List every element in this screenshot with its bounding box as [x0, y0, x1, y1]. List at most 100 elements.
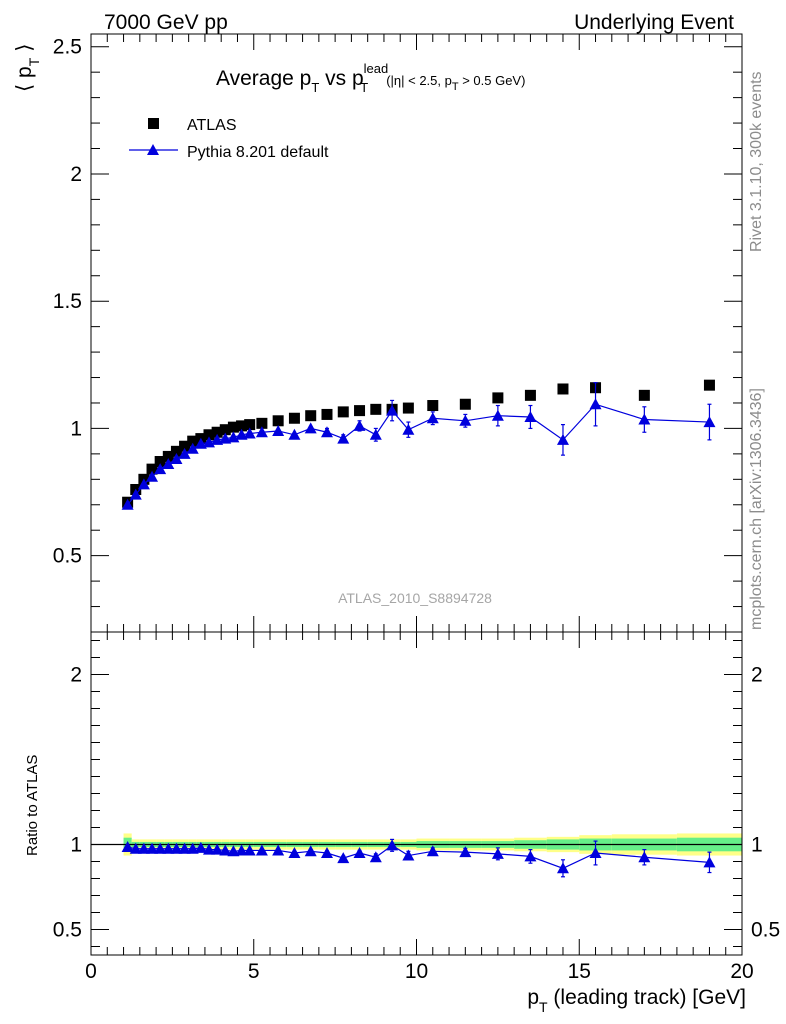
atlas-point	[492, 392, 504, 404]
ratio-y-tick-label-right: 1	[751, 834, 763, 857]
ratio-panel-frame	[90, 631, 743, 956]
ratio-point	[162, 842, 175, 854]
atlas-point	[146, 463, 158, 475]
pythia-point	[162, 458, 175, 470]
ratio-point	[638, 851, 651, 863]
x-tick-label: 5	[248, 960, 260, 983]
ratio-axis-ticks: 0 5 10 15 20 0.5 0.5 1 1 2 2	[53, 632, 780, 983]
atlas-point	[354, 405, 366, 417]
pythia-point	[170, 452, 183, 464]
pythia-point	[337, 432, 350, 444]
atlas-point	[227, 421, 239, 433]
ratio-point	[556, 862, 569, 874]
pythia-point	[137, 478, 150, 490]
ratio-point	[402, 849, 415, 861]
legend-label-atlas: ATLAS	[187, 117, 237, 134]
atlas-point	[557, 383, 569, 395]
pythia-point	[320, 426, 333, 438]
title-part-vs: vs p	[319, 67, 363, 90]
ratio-point	[194, 841, 207, 853]
pythia-point	[459, 414, 472, 426]
y-tick-label: 1.5	[53, 290, 82, 313]
ratio-y-tick-label: 1	[70, 834, 82, 857]
pythia-point	[638, 413, 651, 425]
main-panel: 0.511.522.5 Average pT vs plead T (|η| < 2…	[13, 33, 743, 633]
pythia-point	[288, 428, 301, 440]
ratio-panel: 0 5 10 15 20 0.5 0.5 1 1 2 2 Ratio to ATLAS pT (le…	[24, 631, 780, 1015]
x-tick-label: 20	[730, 960, 753, 983]
y-axis-label-close: ⟩	[13, 44, 36, 52]
ratio-y-tick-label-right: 2	[751, 664, 763, 687]
ratio-point	[353, 847, 366, 858]
y-axis-label-sub: T	[26, 57, 42, 66]
atlas-point	[305, 410, 317, 422]
atlas-point	[236, 420, 248, 432]
atlas-point	[288, 412, 300, 424]
y-tick-label: 0.5	[53, 545, 82, 568]
atlas-point	[524, 389, 536, 401]
rivet-version-label: Rivet 3.1.10, 300k events	[748, 71, 765, 252]
ratio-point	[202, 843, 215, 855]
plot-title: Average pT vs plead T (|η| < 2.5, pT > 0.5…	[216, 61, 525, 95]
x-axis-label-close: (leading track) [GeV]	[548, 986, 746, 1009]
ratio-point	[369, 851, 382, 863]
pythia-point	[353, 419, 366, 431]
ratio-y-tick-label: 0.5	[53, 919, 82, 942]
ratio-line	[127, 844, 710, 869]
collision-label: 7000 GeV pp	[104, 11, 228, 34]
x-tick-label: 0	[85, 960, 97, 983]
ratio-point	[137, 842, 150, 854]
y-axis-label-open: ⟨ p	[13, 66, 36, 92]
ratio-point	[304, 845, 317, 857]
atlas-point	[427, 400, 439, 412]
atlas-point	[337, 406, 349, 418]
ratio-point	[129, 842, 142, 854]
x-tick-label: 10	[405, 960, 428, 983]
ratio-point	[337, 852, 350, 864]
x-axis-label-open: p	[527, 986, 539, 1009]
atlas-point	[321, 408, 333, 420]
atlas-point	[203, 429, 215, 441]
y-tick-label: 2.5	[53, 36, 82, 59]
ratio-point	[320, 847, 333, 858]
process-label: Underlying Event	[574, 11, 734, 34]
legend-marker-pythia	[147, 144, 159, 155]
ratio-data-marks	[121, 838, 716, 878]
ratio-point	[589, 847, 602, 858]
ratio-point	[491, 847, 504, 859]
atlas-point	[272, 415, 284, 427]
atlas-point	[154, 456, 166, 468]
ratio-point	[235, 844, 248, 856]
ratio-point	[211, 843, 224, 855]
atlas-point	[187, 435, 199, 447]
pythia-point	[369, 428, 382, 440]
pythia-point	[255, 426, 268, 438]
title-part-cut-close: > 0.5 GeV)	[459, 73, 526, 88]
pythia-point	[304, 422, 317, 434]
pythia-point	[154, 463, 167, 475]
pythia-point	[146, 470, 159, 482]
legend: ATLAS Pythia 8.201 default	[129, 117, 329, 161]
y-axis-label: ⟨ pT ⟩	[13, 44, 42, 92]
ratio-point	[170, 842, 183, 854]
ratio-point	[386, 839, 399, 851]
analysis-tag: ATLAS_2010_S8894728	[338, 590, 492, 606]
title-superscript-lead: lead	[364, 61, 389, 76]
ratio-point	[178, 842, 191, 854]
pythia-point	[402, 423, 415, 435]
ratio-point	[703, 856, 716, 868]
atlas-point	[703, 379, 715, 391]
ratio-point	[186, 842, 199, 854]
pythia-point	[491, 409, 504, 421]
pythia-point	[703, 416, 716, 428]
pythia-point	[178, 447, 191, 459]
atlas-point	[211, 426, 223, 438]
ratio-point	[243, 844, 256, 856]
title-part-main: Average p	[216, 67, 311, 90]
pythia-point	[386, 404, 399, 416]
legend-label-pythia: Pythia 8.201 default	[187, 144, 329, 161]
y-tick-label: 2	[70, 163, 82, 186]
title-subscript-lead: T	[360, 80, 368, 95]
main-data-marks	[121, 379, 716, 510]
